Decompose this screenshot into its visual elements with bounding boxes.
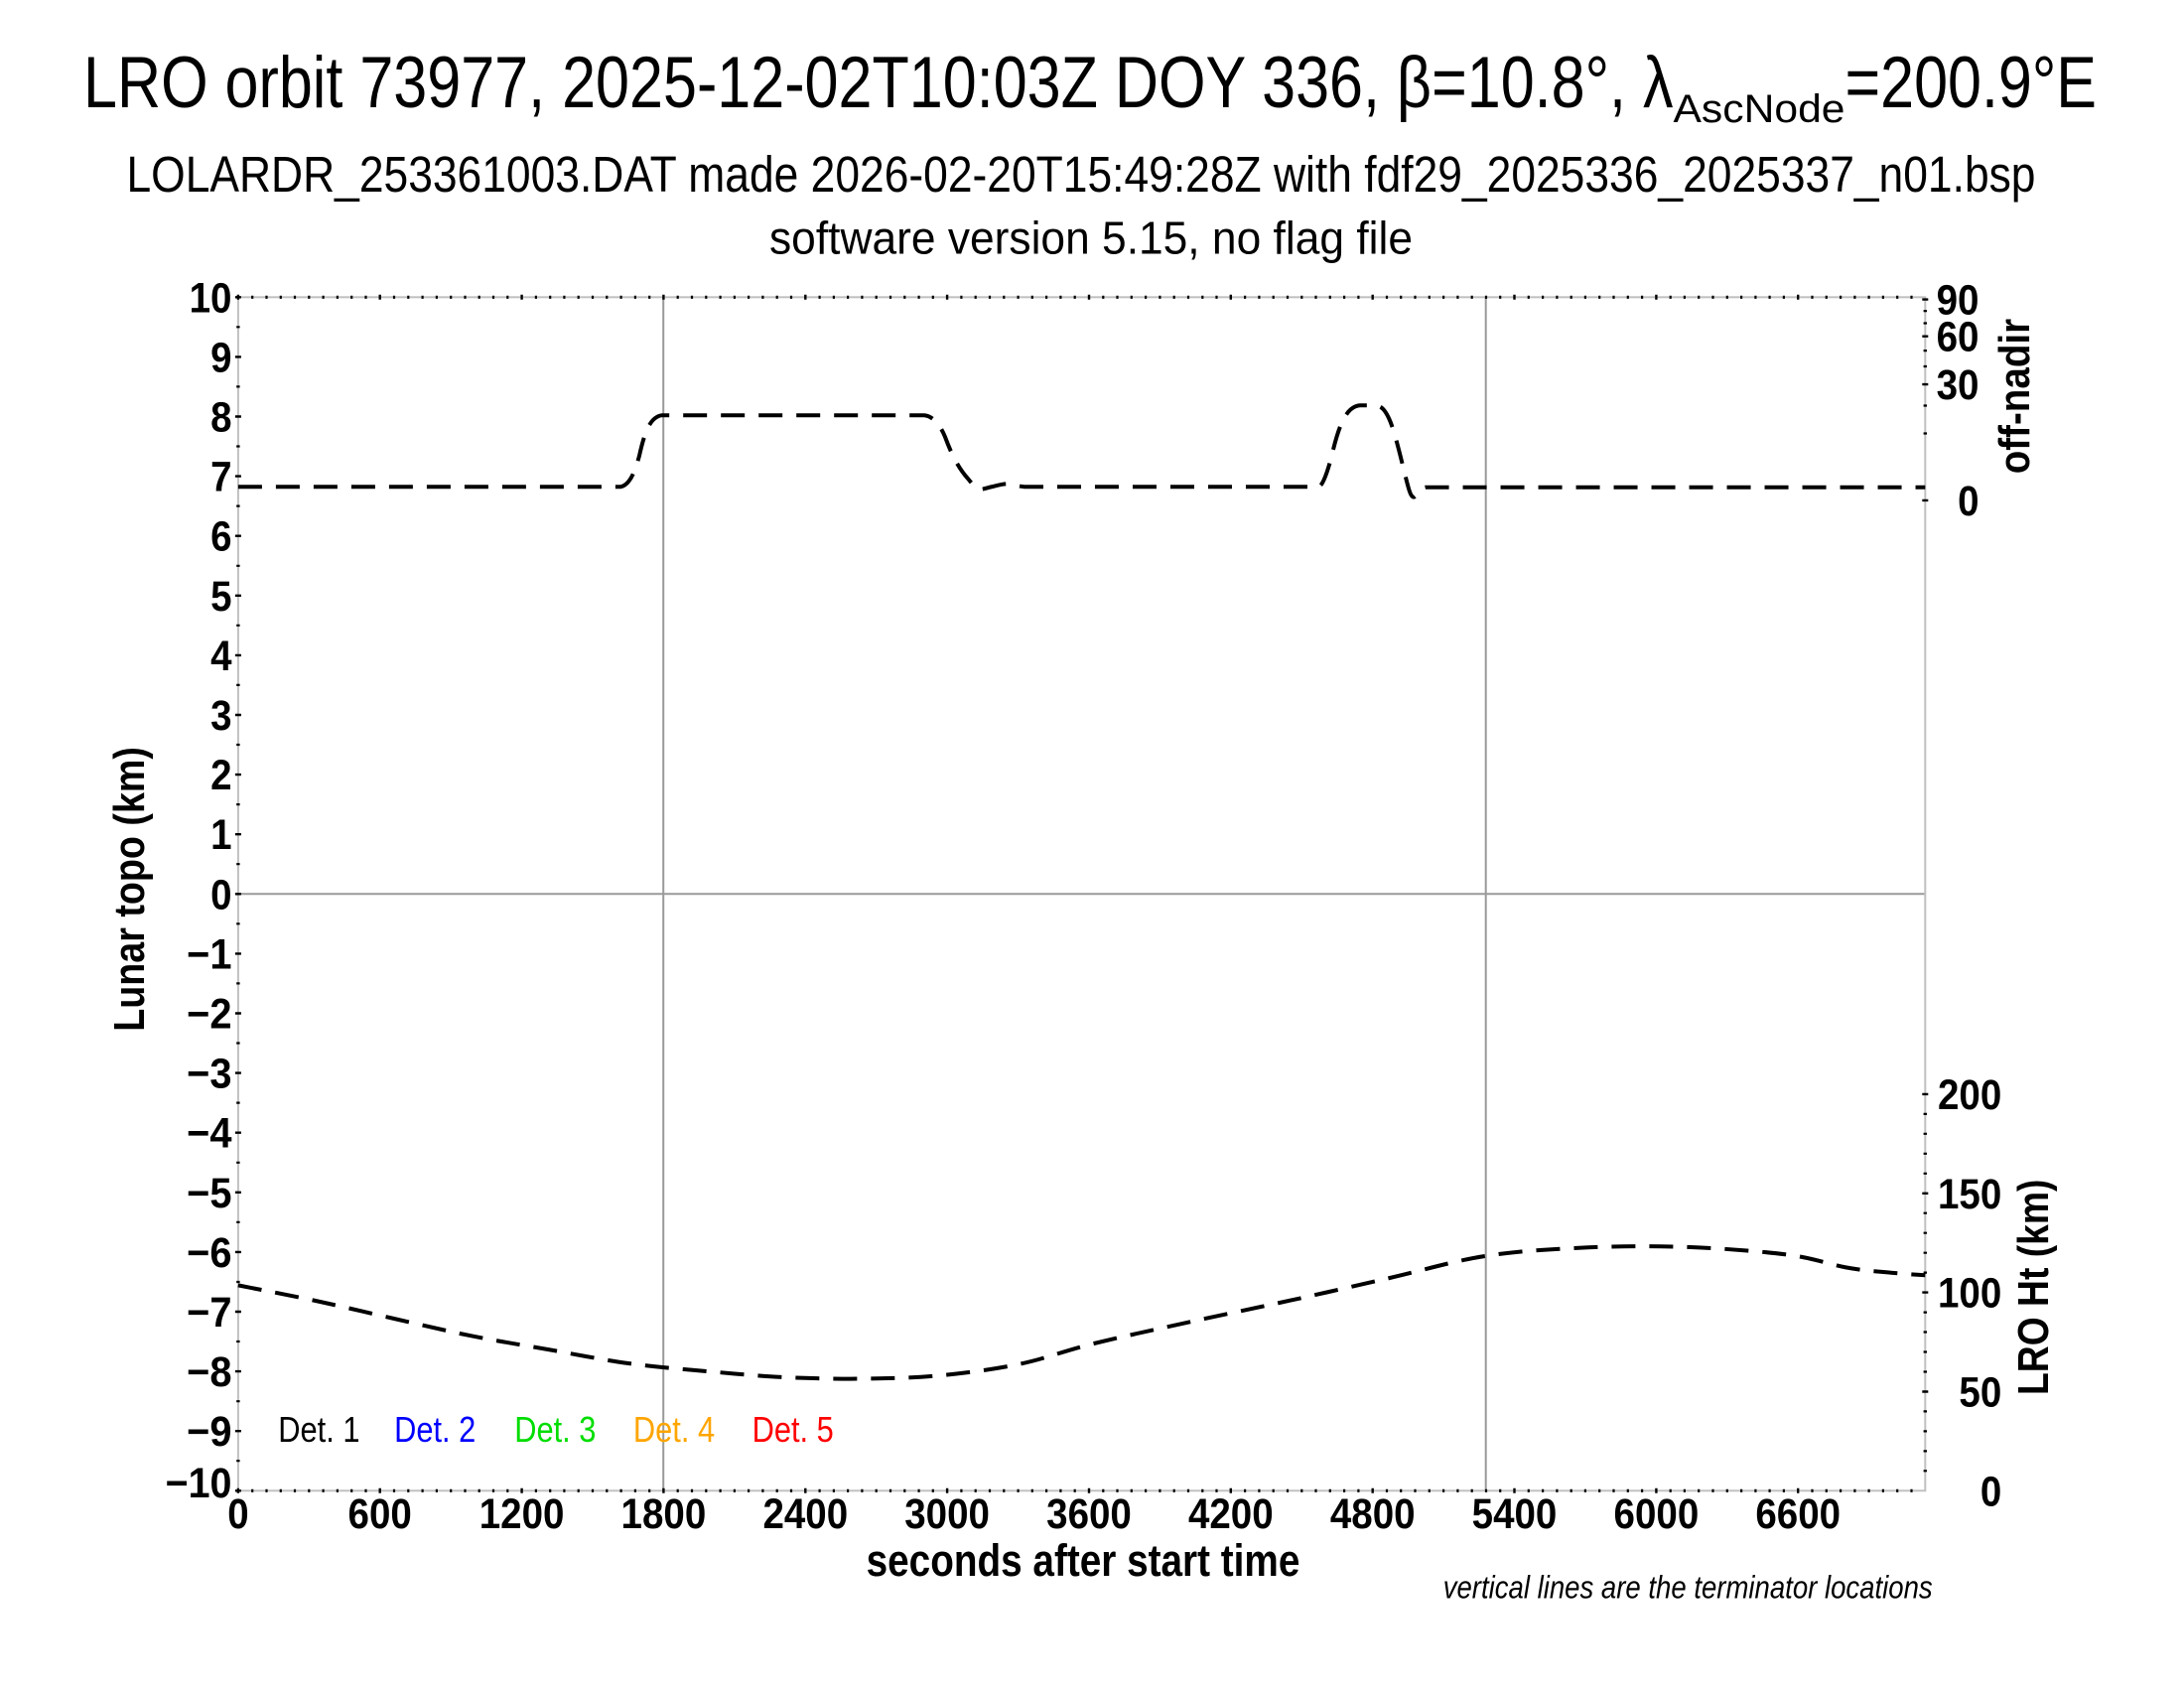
svg-text:3600: 3600: [1046, 1491, 1132, 1538]
svg-text:5: 5: [210, 574, 231, 621]
svg-text:−9: −9: [187, 1409, 231, 1456]
svg-text:−5: −5: [187, 1171, 231, 1217]
svg-text:6600: 6600: [1755, 1491, 1841, 1538]
svg-text:6: 6: [210, 514, 231, 561]
svg-text:−2: −2: [187, 992, 231, 1039]
svg-text:0: 0: [227, 1491, 248, 1538]
svg-text:9: 9: [210, 335, 231, 381]
svg-text:seconds after start time: seconds after start time: [867, 1535, 1300, 1586]
svg-text:−8: −8: [187, 1349, 231, 1396]
svg-text:2: 2: [210, 753, 231, 799]
svg-text:−3: −3: [187, 1052, 231, 1098]
svg-text:4200: 4200: [1188, 1491, 1274, 1538]
svg-text:Lunar topo (km): Lunar topo (km): [105, 747, 154, 1032]
svg-text:Det. 3: Det. 3: [514, 1409, 596, 1450]
svg-text:3: 3: [210, 693, 231, 740]
svg-text:1: 1: [210, 812, 231, 859]
svg-text:50: 50: [1959, 1370, 2001, 1417]
svg-text:Det. 2: Det. 2: [394, 1409, 476, 1450]
svg-text:LOLARDR_253361003.DAT made 202: LOLARDR_253361003.DAT made 2026-02-20T15…: [127, 146, 2036, 203]
svg-text:8: 8: [210, 395, 231, 442]
svg-text:6000: 6000: [1614, 1491, 1700, 1538]
svg-text:4: 4: [210, 634, 232, 680]
svg-text:−7: −7: [187, 1290, 231, 1337]
svg-text:Det. 5: Det. 5: [752, 1409, 834, 1450]
svg-text:LRO orbit 73977, 2025-12-02T10: LRO orbit 73977, 2025-12-02T10:03Z DOY 3…: [83, 43, 2097, 131]
svg-text:−1: −1: [187, 931, 231, 978]
svg-text:0: 0: [210, 872, 231, 918]
svg-text:0: 0: [1980, 1469, 2001, 1515]
svg-text:2400: 2400: [762, 1491, 848, 1538]
svg-text:off-nadir: off-nadir: [1990, 319, 2039, 474]
svg-text:Det. 1: Det. 1: [278, 1409, 359, 1450]
svg-text:0: 0: [1958, 479, 1979, 525]
svg-text:5400: 5400: [1472, 1491, 1558, 1538]
svg-text:200: 200: [1938, 1072, 2001, 1119]
svg-text:90: 90: [1937, 278, 1979, 325]
svg-text:10: 10: [190, 275, 232, 322]
svg-text:−10: −10: [166, 1461, 232, 1507]
svg-text:600: 600: [348, 1491, 412, 1538]
svg-text:60: 60: [1937, 315, 1979, 361]
svg-text:Det. 4: Det. 4: [633, 1409, 715, 1450]
svg-text:software version 5.15, no flag: software version 5.15, no flag file: [769, 212, 1413, 264]
svg-text:−4: −4: [187, 1111, 232, 1158]
svg-text:7: 7: [210, 455, 231, 501]
svg-text:1200: 1200: [479, 1491, 565, 1538]
svg-text:vertical lines are the termina: vertical lines are the terminator locati…: [1443, 1570, 1933, 1606]
svg-text:−6: −6: [187, 1230, 231, 1277]
svg-text:30: 30: [1937, 362, 1979, 409]
svg-text:LRO Ht (km): LRO Ht (km): [2009, 1180, 2058, 1395]
svg-text:150: 150: [1938, 1172, 2001, 1218]
svg-text:1800: 1800: [621, 1491, 707, 1538]
svg-text:4800: 4800: [1330, 1491, 1416, 1538]
svg-text:100: 100: [1938, 1271, 2001, 1318]
svg-text:3000: 3000: [904, 1491, 990, 1538]
